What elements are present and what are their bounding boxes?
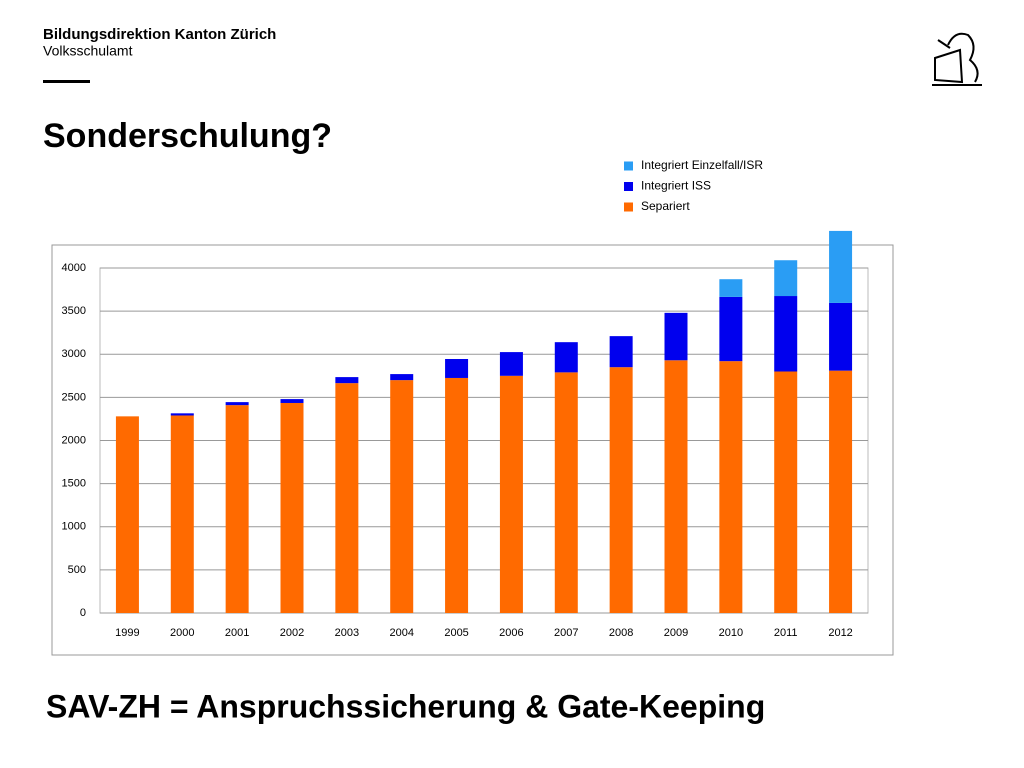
bar-segment — [390, 374, 414, 381]
x-tick-label: 2006 — [499, 627, 523, 639]
bar-segment — [774, 260, 798, 297]
org-name: Bildungsdirektion Kanton Zürich — [43, 26, 276, 43]
bar-segment — [170, 413, 194, 416]
slide-title: Sonderschulung? — [43, 117, 332, 155]
legend-swatch — [624, 202, 633, 212]
bar-segment — [225, 402, 249, 406]
x-tick-label: 1999 — [115, 627, 139, 639]
bar-segment — [774, 371, 798, 613]
bar-segment — [554, 372, 578, 613]
y-tick-label: 1000 — [62, 521, 86, 533]
header-rule — [43, 80, 90, 83]
bar-segment — [499, 352, 523, 376]
x-tick-label: 2010 — [719, 627, 743, 639]
x-tick-label: 2012 — [828, 627, 852, 639]
bar-segment — [170, 415, 194, 613]
x-tick-label: 2005 — [444, 627, 468, 639]
bar-segment — [499, 375, 523, 613]
bar-segment — [664, 360, 688, 613]
bar-segment — [115, 416, 139, 613]
bar-segment — [390, 380, 414, 613]
x-tick-label: 2011 — [774, 627, 798, 639]
y-tick-label: 4000 — [62, 262, 86, 274]
legend-label: Integriert ISS — [641, 179, 711, 193]
y-tick-label: 3500 — [62, 305, 86, 317]
y-tick-label: 2500 — [62, 391, 86, 403]
x-tick-label: 2001 — [225, 627, 249, 639]
bar-segment — [445, 377, 469, 613]
y-tick-label: 500 — [68, 564, 86, 576]
bar-segment — [829, 230, 853, 303]
bar-segment — [609, 336, 633, 368]
unit-name: Volksschulamt — [43, 43, 133, 59]
bar-segment — [335, 383, 359, 613]
bar-segment — [335, 377, 359, 384]
bar-segment — [280, 399, 304, 403]
y-tick-label: 2000 — [62, 434, 86, 446]
legend-label: Separiert — [641, 199, 690, 213]
x-tick-label: 2004 — [389, 627, 413, 639]
x-tick-label: 2009 — [664, 627, 688, 639]
bar-segment — [554, 342, 578, 373]
y-tick-label: 1500 — [62, 478, 86, 490]
x-tick-label: 2002 — [280, 627, 304, 639]
legend-label: Integriert Einzelfall/ISR — [641, 158, 763, 172]
legend-swatch — [624, 161, 633, 171]
x-tick-label: 2007 — [554, 627, 578, 639]
x-tick-label: 2000 — [170, 627, 194, 639]
x-tick-label: 2008 — [609, 627, 633, 639]
bar-segment — [774, 296, 798, 372]
y-tick-label: 0 — [80, 607, 86, 619]
bar-segment — [719, 361, 743, 613]
bar-segment — [829, 302, 853, 371]
y-tick-label: 3000 — [62, 348, 86, 360]
bar-segment — [280, 402, 304, 613]
bar-segment — [225, 405, 249, 613]
bar-segment — [719, 296, 743, 362]
x-tick-label: 2003 — [335, 627, 359, 639]
legend-swatch — [624, 182, 633, 191]
footer-text: SAV-ZH = Anspruchssicherung & Gate-Keepi… — [46, 688, 765, 724]
logo — [932, 32, 982, 86]
bar-segment — [609, 367, 633, 613]
bar-segment — [719, 279, 743, 297]
bar-segment — [829, 370, 853, 613]
bar-segment — [445, 358, 469, 378]
bar-segment — [664, 312, 688, 361]
